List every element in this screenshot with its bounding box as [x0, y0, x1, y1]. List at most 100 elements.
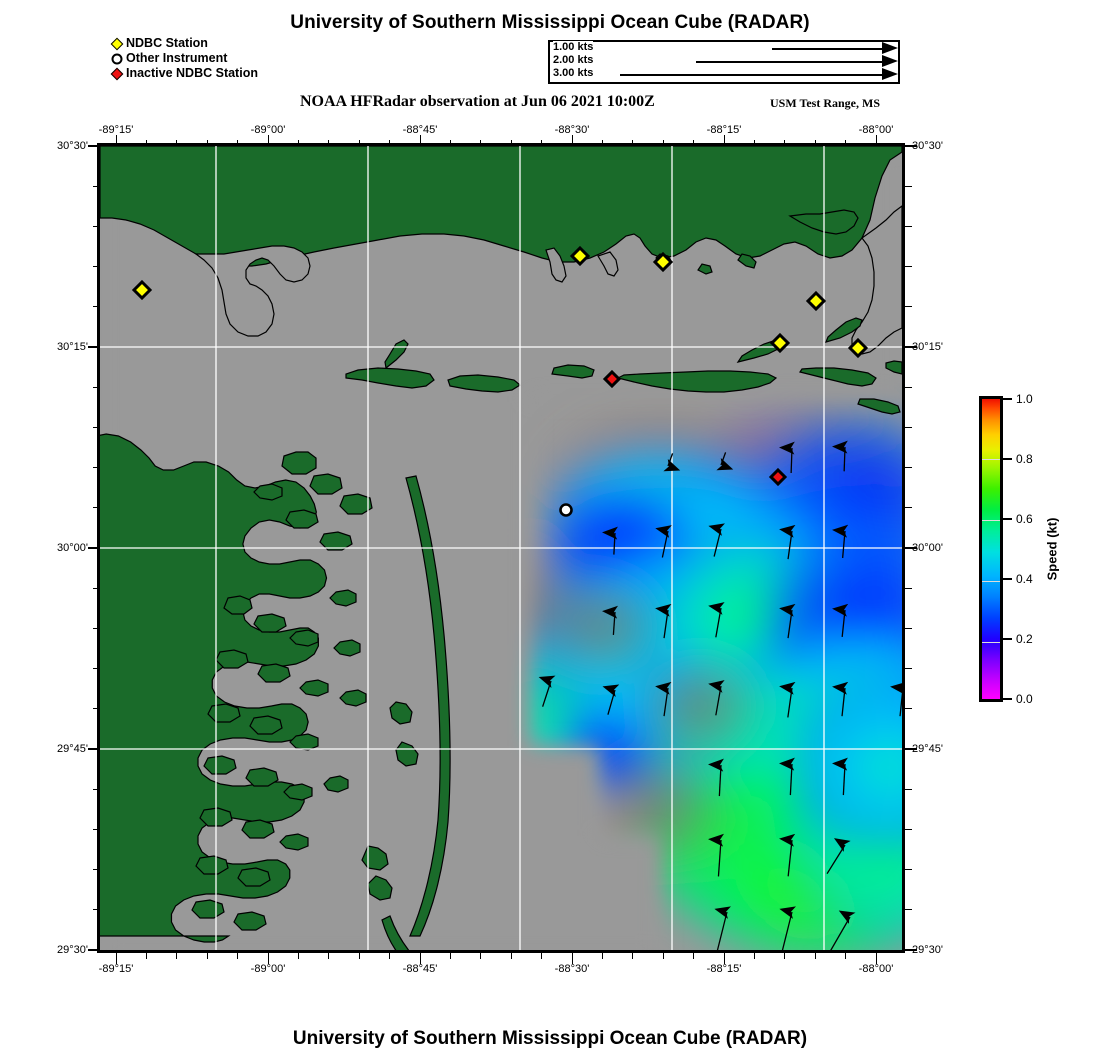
colorbar-tick	[1003, 698, 1012, 700]
lat-minor-tick	[93, 668, 100, 670]
lon-minor-tick	[115, 140, 117, 146]
lat-minor-tick	[93, 426, 100, 428]
legend-item-ndbc-station: NDBC Station	[108, 36, 258, 51]
lon-label-top: -89°00'	[250, 124, 286, 136]
lat-minor-tick	[93, 386, 100, 388]
page-title: University of Southern Mississippi Ocean…	[290, 12, 810, 33]
current-vector	[779, 906, 797, 950]
station-marker-inactive[interactable]	[768, 467, 788, 487]
current-vector	[832, 681, 849, 717]
current-vector	[655, 681, 672, 717]
red-diamond-icon	[108, 66, 126, 81]
lat-minor-tick	[905, 828, 912, 830]
station-marker-ndbc[interactable]	[805, 290, 827, 312]
scale-key-row-1: 1.00 kts	[550, 41, 898, 55]
current-vector	[538, 675, 556, 707]
lat-minor-tick	[93, 909, 100, 911]
current-vector	[779, 757, 795, 796]
radar-map[interactable]	[97, 143, 905, 953]
current-vector	[602, 684, 620, 715]
observation-subtitle: NOAA HFRadar observation at Jun 06 2021 …	[300, 93, 655, 110]
station-marker-other[interactable]	[559, 503, 573, 517]
current-vector	[826, 838, 851, 875]
station-marker-ndbc[interactable]	[569, 245, 591, 267]
lat-minor-tick	[93, 266, 100, 268]
lat-label-left: 30°00'	[57, 542, 88, 554]
current-vector	[779, 833, 796, 877]
lat-minor-tick	[93, 788, 100, 790]
lon-minor-tick	[571, 953, 573, 959]
lat-minor-tick	[93, 306, 100, 308]
lon-minor-tick	[419, 953, 421, 959]
current-vector	[663, 453, 681, 472]
lon-minor-tick	[358, 140, 360, 146]
lon-minor-tick	[115, 953, 117, 959]
station-marker-ndbc[interactable]	[769, 332, 791, 354]
lon-minor-tick	[389, 953, 391, 959]
lon-minor-tick	[662, 953, 664, 959]
scale-arrow-head-icon	[882, 68, 898, 80]
current-vector	[832, 440, 848, 472]
lat-minor-tick	[93, 145, 100, 147]
station-marker-ndbc[interactable]	[652, 251, 674, 273]
current-vector	[779, 441, 795, 474]
lat-minor-tick	[905, 467, 912, 469]
lon-minor-tick	[176, 140, 178, 146]
colorbar-tick-label: 1.0	[1016, 392, 1033, 406]
lon-label-top: -88°15'	[706, 124, 742, 136]
lat-minor-tick	[905, 507, 912, 509]
lon-minor-tick	[480, 140, 482, 146]
lon-minor-tick	[510, 953, 512, 959]
legend-item-other-instrument: Other Instrument	[108, 51, 258, 66]
lon-minor-tick	[632, 140, 634, 146]
scale-arrow-shaft	[696, 61, 882, 63]
lon-minor-tick	[723, 953, 725, 959]
lat-minor-tick	[905, 748, 912, 750]
station-marker-inactive[interactable]	[602, 369, 622, 389]
lon-minor-tick	[267, 140, 269, 146]
current-vector-layer	[538, 440, 902, 950]
current-vector	[708, 523, 726, 557]
lat-minor-tick	[905, 266, 912, 268]
colorbar-tick-label: 0.2	[1016, 632, 1033, 646]
lon-minor-tick	[541, 140, 543, 146]
station-marker-ndbc[interactable]	[131, 279, 153, 301]
speed-colorbar	[979, 396, 1003, 702]
map-canvas[interactable]	[100, 146, 902, 950]
lat-label-left: 30°30'	[57, 140, 88, 152]
lat-minor-tick	[93, 869, 100, 871]
lat-minor-tick	[93, 225, 100, 227]
lat-minor-tick	[93, 627, 100, 629]
lat-minor-tick	[905, 145, 912, 147]
lat-minor-tick	[905, 306, 912, 308]
lat-minor-tick	[93, 185, 100, 187]
lat-minor-tick	[905, 627, 912, 629]
scale-arrow-shaft	[620, 74, 882, 76]
scale-key-label: 2.00 kts	[553, 54, 594, 66]
colorbar-tick	[1003, 578, 1012, 580]
station-marker-ndbc[interactable]	[847, 337, 869, 359]
lat-label-right: 30°00'	[912, 542, 943, 554]
lat-minor-tick	[93, 547, 100, 549]
lat-minor-tick	[93, 708, 100, 710]
lon-minor-tick	[845, 953, 847, 959]
lon-minor-tick	[814, 140, 816, 146]
lon-minor-tick	[571, 140, 573, 146]
current-vector	[890, 681, 902, 717]
lon-minor-tick	[449, 953, 452, 959]
colorbar-title: Speed (kt)	[1044, 517, 1060, 581]
lon-label-top: -88°30'	[554, 124, 590, 136]
colorbar-tick-label: 0.8	[1016, 452, 1033, 466]
lat-minor-tick	[905, 949, 912, 951]
lon-minor-tick	[753, 953, 756, 959]
lon-minor-tick	[237, 953, 239, 959]
lon-label-top: -88°00'	[858, 124, 894, 136]
lat-label-right: 30°30'	[912, 140, 943, 152]
map-graphics	[100, 146, 902, 950]
lat-minor-tick	[905, 587, 912, 589]
lon-minor-tick	[875, 140, 877, 146]
legend-item-inactive-ndbc-station: Inactive NDBC Station	[108, 66, 258, 81]
current-vector	[714, 906, 732, 950]
lat-minor-tick	[93, 346, 100, 348]
lat-minor-tick	[905, 386, 912, 388]
